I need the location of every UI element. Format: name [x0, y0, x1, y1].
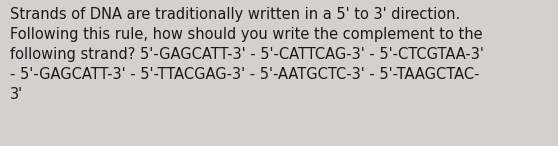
- Text: Strands of DNA are traditionally written in a 5' to 3' direction.
Following this: Strands of DNA are traditionally written…: [10, 7, 484, 102]
